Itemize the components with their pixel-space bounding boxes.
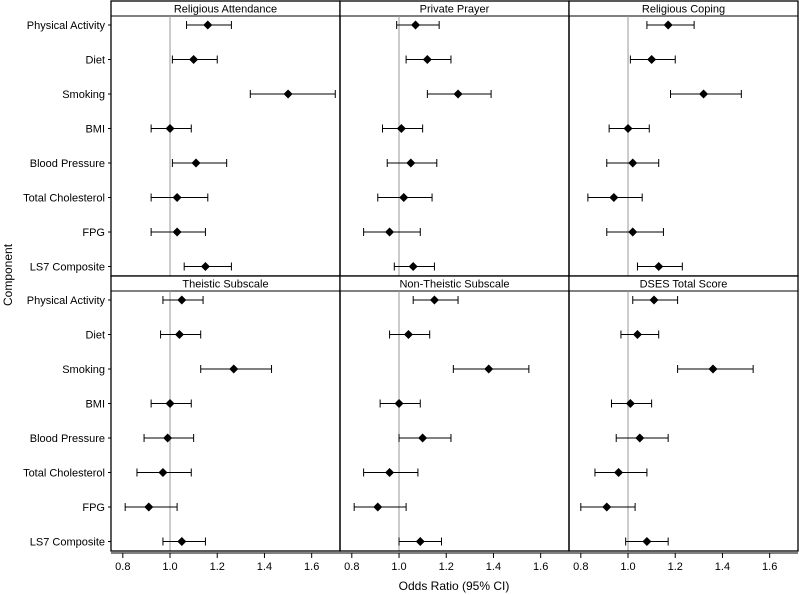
y-tick-label: Physical Activity: [27, 20, 106, 32]
odds-ratio-point: [699, 89, 709, 99]
y-tick-label: Smoking: [62, 89, 105, 101]
y-tick-label: BMI: [85, 124, 105, 136]
y-tick-label: Diet: [85, 55, 105, 67]
x-tick-label: 1.4: [486, 561, 501, 573]
odds-ratio-point: [172, 193, 182, 202]
odds-ratio-point: [396, 124, 406, 133]
y-axis-title: Component: [1, 243, 15, 306]
panel-title: Non-Theistic Subscale: [399, 279, 509, 291]
panel-frame: [110, 275, 341, 552]
x-tick-label: 1.4: [715, 561, 730, 573]
odds-ratio-point: [177, 295, 187, 305]
x-tick-label: 0.8: [573, 561, 588, 573]
x-tick-label: 0.8: [115, 561, 130, 573]
odds-ratio-point: [411, 20, 421, 30]
panel-title: DSES Total Score: [640, 279, 728, 291]
odds-ratio-point: [625, 399, 635, 408]
y-tick-label: Diet: [85, 330, 105, 342]
y-tick-label: Physical Activity: [27, 295, 106, 307]
panel-title: Religious Coping: [642, 4, 725, 16]
x-tick-label: 0.8: [344, 561, 359, 573]
odds-ratio-point: [628, 158, 638, 168]
odds-ratio-point: [708, 364, 718, 374]
x-tick-label: 1.2: [668, 561, 683, 573]
odds-ratio-point: [144, 502, 154, 512]
x-tick-label: 1.0: [391, 561, 406, 573]
odds-ratio-point: [394, 399, 404, 408]
odds-ratio-point: [632, 330, 642, 339]
y-tick-label: FPG: [82, 227, 105, 239]
odds-ratio-point: [623, 124, 633, 133]
odds-ratio-point: [229, 364, 239, 374]
odds-ratio-point: [418, 433, 428, 443]
odds-ratio-point: [373, 502, 383, 512]
odds-ratio-point: [649, 295, 659, 305]
odds-ratio-point: [642, 537, 652, 546]
odds-ratio-point: [647, 55, 657, 64]
x-tick-label: 1.6: [304, 561, 319, 573]
odds-ratio-point: [158, 468, 168, 477]
x-tick-label: 1.4: [257, 561, 272, 573]
odds-ratio-point: [165, 399, 175, 408]
odds-ratio-point: [403, 330, 413, 339]
panel-title: Religious Attendance: [174, 4, 277, 16]
odds-ratio-point: [163, 433, 173, 443]
x-tick-label: 1.2: [439, 561, 454, 573]
panel-title: Theistic Subscale: [182, 279, 268, 291]
panel-frame: [568, 275, 799, 552]
x-tick-label: 1.6: [533, 561, 548, 573]
odds-ratio-point: [203, 20, 213, 30]
y-tick-label: Smoking: [62, 364, 105, 376]
x-tick-label: 1.0: [162, 561, 177, 573]
y-tick-label: Blood Pressure: [30, 433, 105, 445]
x-tick-label: 1.0: [620, 561, 635, 573]
odds-ratio-point: [602, 502, 612, 512]
x-axis-title: Odds Ratio (95% CI): [399, 579, 510, 593]
plot-layer: Religious Attendance Physical Activity Die…: [23, 0, 799, 573]
odds-ratio-point: [663, 20, 673, 30]
odds-ratio-point: [429, 295, 439, 305]
odds-ratio-point: [415, 537, 425, 546]
odds-ratio-point: [200, 262, 210, 271]
odds-ratio-point: [189, 55, 199, 64]
odds-ratio-point: [408, 262, 418, 271]
panel-title: Private Prayer: [420, 4, 490, 16]
odds-ratio-point: [628, 227, 638, 237]
y-tick-label: Total Cholesterol: [23, 468, 105, 480]
x-tick-label: 1.2: [210, 561, 225, 573]
odds-ratio-point: [172, 227, 182, 237]
panel-frame: [568, 0, 799, 277]
odds-ratio-point: [635, 433, 645, 443]
odds-ratio-point: [654, 262, 664, 271]
odds-ratio-point: [283, 89, 293, 99]
odds-ratio-point: [191, 158, 201, 168]
odds-ratio-point: [385, 468, 395, 477]
y-tick-label: Total Cholesterol: [23, 193, 105, 205]
odds-ratio-point: [406, 158, 416, 168]
odds-ratio-point: [165, 124, 175, 133]
odds-ratio-point: [174, 330, 184, 339]
odds-ratio-point: [484, 364, 494, 374]
panel-frame: [339, 0, 570, 277]
y-tick-label: LS7 Composite: [30, 262, 105, 274]
panel-frame: [110, 0, 341, 277]
odds-ratio-point: [385, 227, 395, 237]
odds-ratio-point: [422, 55, 432, 64]
x-tick-label: 1.6: [762, 561, 777, 573]
y-tick-label: LS7 Composite: [30, 537, 105, 549]
y-tick-label: BMI: [85, 399, 105, 411]
odds-ratio-point: [177, 537, 187, 546]
odds-ratio-point: [399, 193, 409, 202]
odds-ratio-point: [609, 193, 619, 202]
panel-frame: [339, 275, 570, 552]
odds-ratio-point: [614, 468, 624, 477]
y-tick-label: Blood Pressure: [30, 158, 105, 170]
odds-ratio-point: [453, 89, 463, 99]
y-tick-label: FPG: [82, 502, 105, 514]
